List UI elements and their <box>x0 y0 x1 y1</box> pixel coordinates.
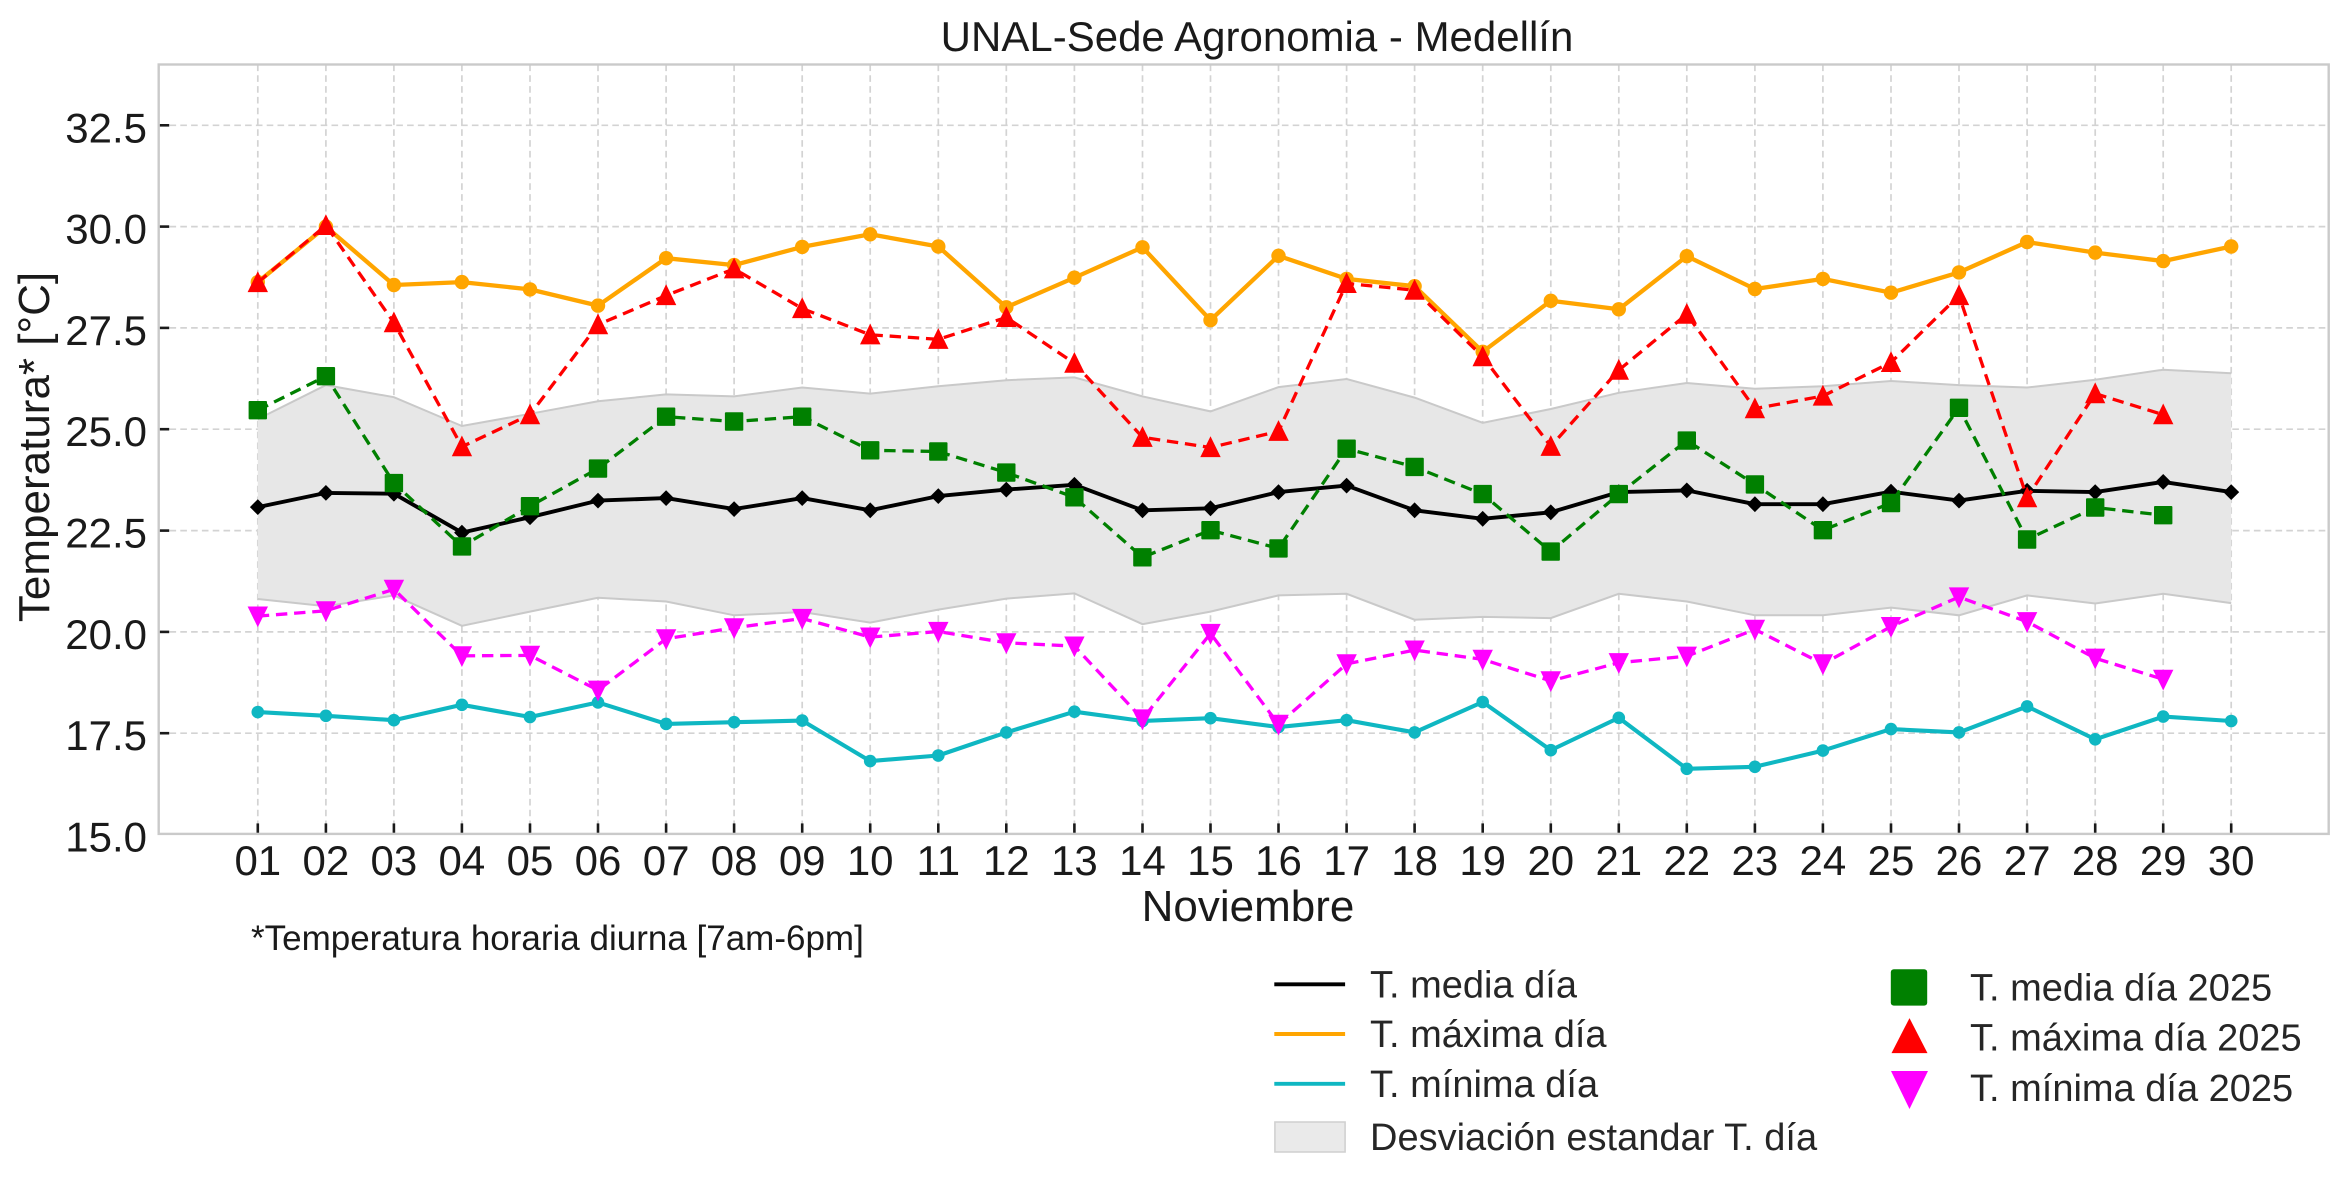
svg-text:25: 25 <box>1868 837 1915 884</box>
svg-text:29: 29 <box>2140 837 2187 884</box>
svg-text:17.5: 17.5 <box>65 712 147 759</box>
svg-text:23: 23 <box>1732 837 1779 884</box>
svg-text:05: 05 <box>507 837 554 884</box>
svg-text:20.0: 20.0 <box>65 611 147 658</box>
svg-text:27: 27 <box>2004 837 2051 884</box>
svg-text:19: 19 <box>1459 837 1506 884</box>
svg-text:T. máxima día: T. máxima día <box>1370 1014 1607 1056</box>
svg-text:18: 18 <box>1391 837 1438 884</box>
svg-text:06: 06 <box>575 837 622 884</box>
svg-text:26: 26 <box>1936 837 1983 884</box>
svg-text:25.0: 25.0 <box>65 408 147 455</box>
svg-text:02: 02 <box>303 837 350 884</box>
svg-text:*Temperatura horaria diurna [7: *Temperatura horaria diurna [7am-6pm] <box>251 919 864 958</box>
svg-text:03: 03 <box>371 837 418 884</box>
svg-text:Desviación estandar T. día: Desviación estandar T. día <box>1370 1117 1818 1159</box>
svg-text:13: 13 <box>1051 837 1098 884</box>
svg-text:Temperatura* [°C]: Temperatura* [°C] <box>10 272 59 622</box>
svg-text:T. media día: T. media día <box>1370 964 1578 1006</box>
svg-text:10: 10 <box>847 837 894 884</box>
svg-text:22.5: 22.5 <box>65 510 147 557</box>
svg-text:21: 21 <box>1595 837 1642 884</box>
svg-text:07: 07 <box>643 837 690 884</box>
svg-text:T. mínima día: T. mínima día <box>1370 1064 1599 1106</box>
svg-text:30.0: 30.0 <box>65 206 147 253</box>
svg-text:16: 16 <box>1255 837 1302 884</box>
svg-text:28: 28 <box>2072 837 2119 884</box>
svg-text:15: 15 <box>1187 837 1234 884</box>
svg-text:T. mínima día 2025: T. mínima día 2025 <box>1970 1068 2293 1110</box>
svg-text:09: 09 <box>779 837 826 884</box>
svg-text:15.0: 15.0 <box>65 814 147 861</box>
svg-text:04: 04 <box>439 837 486 884</box>
svg-text:20: 20 <box>1527 837 1574 884</box>
svg-text:32.5: 32.5 <box>65 104 147 151</box>
svg-text:UNAL-Sede Agronomia - Medellín: UNAL-Sede Agronomia - Medellín <box>941 13 1574 60</box>
svg-text:01: 01 <box>234 837 281 884</box>
svg-text:T. media día 2025: T. media día 2025 <box>1970 967 2272 1009</box>
svg-text:12: 12 <box>983 837 1030 884</box>
svg-text:24: 24 <box>1800 837 1847 884</box>
svg-text:30: 30 <box>2208 837 2255 884</box>
svg-text:T. máxima día 2025: T. máxima día 2025 <box>1970 1018 2302 1060</box>
svg-text:08: 08 <box>711 837 758 884</box>
svg-text:11: 11 <box>916 837 960 884</box>
svg-text:14: 14 <box>1119 837 1166 884</box>
svg-text:22: 22 <box>1663 837 1710 884</box>
svg-text:17: 17 <box>1323 837 1370 884</box>
svg-text:Noviembre: Noviembre <box>1142 882 1355 931</box>
svg-text:27.5: 27.5 <box>65 307 147 354</box>
